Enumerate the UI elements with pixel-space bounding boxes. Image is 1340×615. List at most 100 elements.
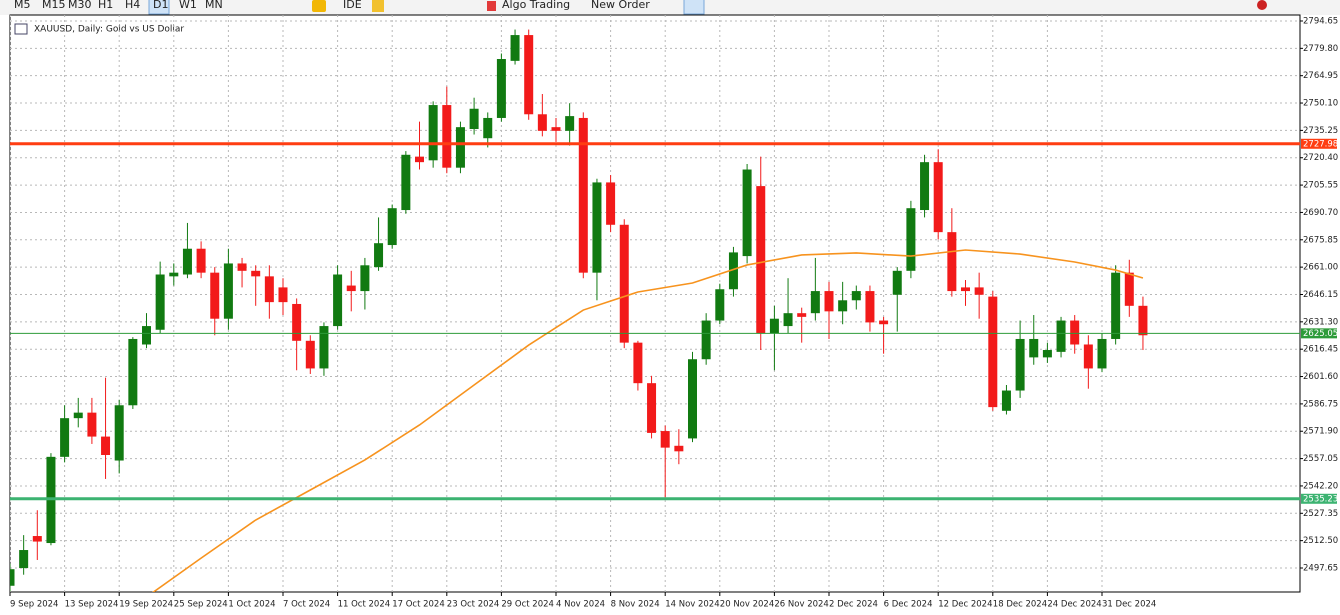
x-tick-label: 8 Nov 2024 [611, 600, 660, 610]
x-tick-label: 13 Sep 2024 [65, 600, 119, 610]
candle-body [1029, 338, 1039, 358]
candle-body [387, 208, 397, 246]
candle-body [169, 272, 179, 277]
candle-body [701, 320, 711, 360]
candle-body [551, 127, 561, 131]
candle-body [647, 383, 657, 433]
candle-body [1056, 320, 1066, 352]
candle-body [442, 105, 452, 168]
candle-body [756, 186, 766, 334]
y-tick-label: 2794.65 [1303, 16, 1338, 26]
y-tick-label: 2675.85 [1303, 235, 1338, 245]
candle-body [961, 287, 970, 292]
candle-body [797, 313, 807, 317]
timeframe-button[interactable]: M5 [14, 0, 31, 11]
price-level-tag [1301, 328, 1337, 339]
candle-body [660, 431, 670, 448]
candle-body [838, 300, 848, 312]
y-tick-label: 2735.25 [1303, 126, 1338, 136]
x-tick-label: 17 Oct 2024 [392, 600, 445, 610]
y-tick-label: 2601.60 [1303, 372, 1338, 382]
x-tick-label: 4 Nov 2024 [556, 600, 605, 610]
candle-body [1083, 344, 1093, 369]
candle-body [769, 318, 779, 334]
candle-body [87, 412, 97, 437]
icon-alert [1257, 0, 1267, 10]
candle-body [1070, 320, 1080, 345]
candle-body [510, 35, 520, 61]
price-level-label: 2535.23 [1303, 494, 1338, 504]
y-tick-label: 2616.45 [1303, 345, 1338, 355]
y-tick-label: 2586.75 [1303, 399, 1338, 409]
timeframe-button[interactable]: D1 [153, 0, 168, 11]
x-tick-label: 26 Nov 2024 [774, 600, 828, 610]
icon-folder [372, 0, 384, 12]
candle-body [906, 208, 916, 271]
candle-body [1097, 338, 1107, 369]
moving-average [152, 249, 1144, 592]
y-tick-label: 2512.50 [1303, 536, 1338, 546]
x-tick-label: 7 Oct 2024 [283, 600, 330, 610]
candle-body [415, 156, 424, 163]
candle-body [537, 114, 547, 131]
candle-body [333, 274, 343, 327]
x-tick-label: 2 Dec 2024 [829, 600, 878, 610]
candle-body [223, 263, 233, 319]
toolbar-button[interactable]: Algo Trading [502, 0, 570, 11]
candle-body [920, 162, 930, 211]
x-tick-label: 18 Dec 2024 [993, 600, 1047, 610]
candle-body [401, 154, 411, 211]
candle-body [824, 291, 834, 312]
candle-body [210, 272, 220, 319]
candle-body [728, 252, 738, 290]
timeframe-button[interactable]: W1 [179, 0, 197, 11]
candle-body [32, 536, 42, 542]
candle-body [565, 116, 575, 131]
candle-body [524, 35, 534, 115]
candle-body [360, 265, 370, 292]
candle-body [251, 270, 261, 277]
candle-body [237, 263, 247, 271]
candle-body [1015, 338, 1025, 391]
candle-body [142, 326, 151, 345]
candle-body [496, 59, 506, 118]
x-tick-label: 23 Oct 2024 [447, 600, 500, 610]
y-tick-label: 2542.20 [1303, 481, 1338, 491]
y-tick-label: 2661.00 [1303, 263, 1338, 273]
candle-body [592, 182, 602, 273]
candle-body [319, 326, 329, 369]
plot-area [10, 15, 1300, 592]
x-tick-label: 9 Sep 2024 [10, 600, 58, 610]
candle-body [10, 569, 15, 586]
timeframe-button[interactable]: M15 [42, 0, 66, 11]
candle-body [688, 359, 697, 439]
candle-body [851, 291, 861, 301]
y-tick-label: 2764.95 [1303, 71, 1338, 81]
timeframe-button[interactable]: M30 [68, 0, 92, 11]
candle-body [988, 296, 998, 408]
x-tick-label: 25 Sep 2024 [174, 600, 228, 610]
timeframe-button[interactable]: H4 [125, 0, 140, 11]
candle-body [278, 287, 288, 303]
candle-body [455, 127, 465, 168]
y-tick-label: 2720.40 [1303, 153, 1338, 163]
candle-body [264, 276, 274, 303]
x-tick-label: 31 Dec 2024 [1102, 600, 1156, 610]
x-tick-label: 11 Oct 2024 [338, 600, 391, 610]
candle-body [114, 405, 124, 461]
candle-body [742, 169, 752, 257]
price-level-tag [1301, 493, 1337, 504]
candle-body [674, 445, 684, 452]
timeframe-button[interactable]: MN [205, 0, 223, 11]
candle-body [633, 342, 643, 384]
active-timeframe-box [148, 0, 170, 15]
toolbar-button[interactable]: IDE [343, 0, 362, 11]
candle-body [428, 105, 438, 161]
timeframe-button[interactable]: H1 [98, 0, 113, 11]
toolbar-button[interactable]: New Order [591, 0, 650, 11]
y-tick-label: 2646.15 [1303, 290, 1338, 300]
y-tick-label: 2750.10 [1303, 99, 1338, 109]
candle-body [892, 270, 902, 295]
candle-body [196, 248, 206, 273]
candle-body [810, 291, 820, 314]
